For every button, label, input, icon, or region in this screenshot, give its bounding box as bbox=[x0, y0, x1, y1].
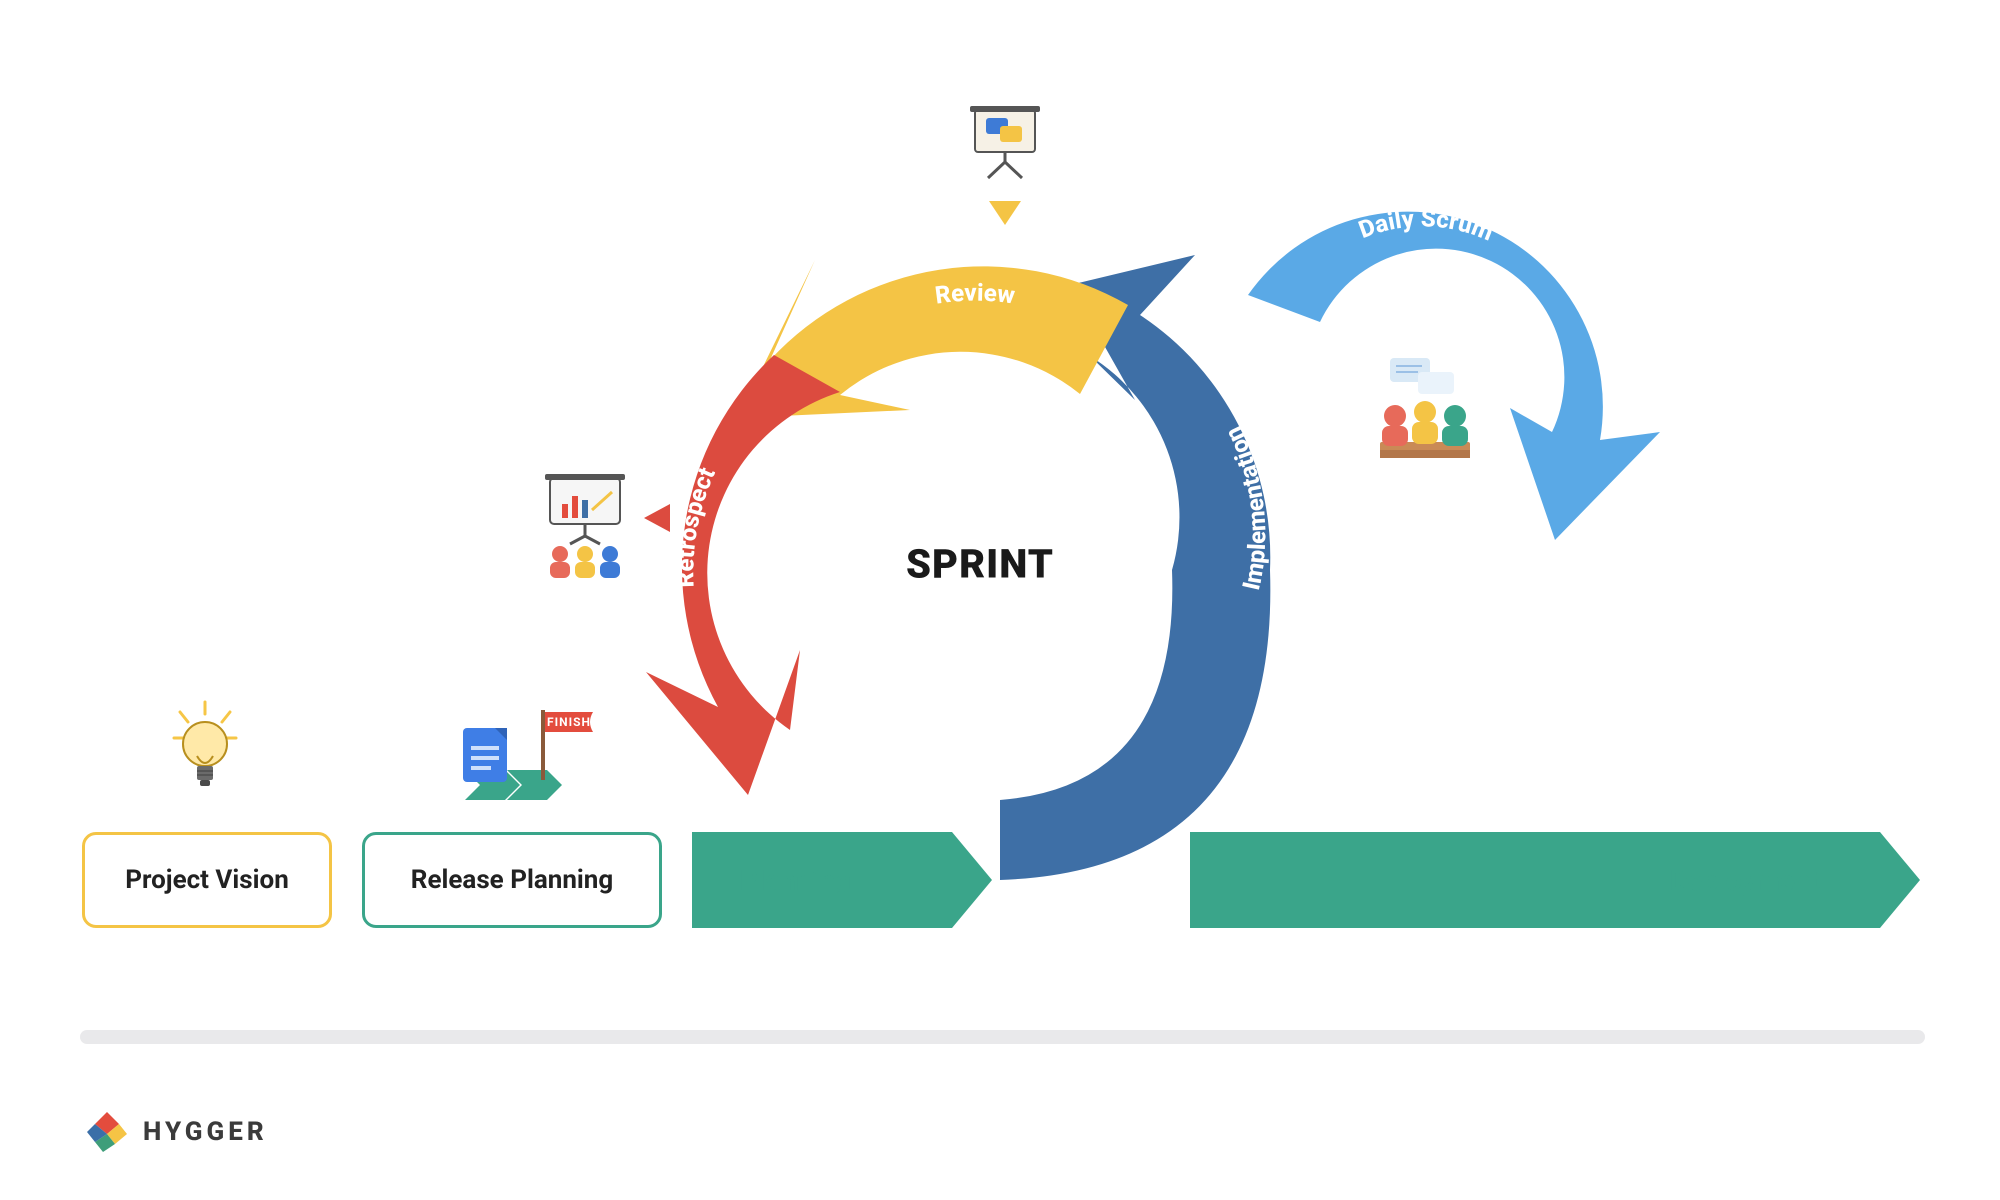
scrum-process-diagram: Retrospect Review Implementation Daily S… bbox=[0, 0, 2000, 1200]
review-easel-icon bbox=[960, 100, 1050, 200]
sprint-center-label: SPRINT bbox=[906, 541, 1054, 588]
finish-flag-text: FINISH bbox=[547, 715, 591, 729]
review-label: Review bbox=[933, 279, 1017, 310]
retrospect-pointer-icon bbox=[640, 498, 680, 538]
brand-name: HYGGER bbox=[143, 1117, 268, 1147]
retrospect-board-icon bbox=[530, 470, 640, 580]
finish-plan-icon: FINISH bbox=[445, 690, 605, 810]
deployment-label: Deployment bbox=[1669, 864, 1820, 897]
planning-label: Planning bbox=[740, 864, 851, 897]
project-vision-label: Project Vision bbox=[125, 865, 289, 895]
lightbulb-icon bbox=[170, 700, 240, 800]
hygger-logo-icon bbox=[85, 1110, 129, 1154]
timeline-bar bbox=[80, 1030, 1925, 1044]
release-planning-box: Release Planning bbox=[362, 832, 662, 928]
review-pointer-icon bbox=[985, 195, 1025, 229]
brand: HYGGER bbox=[85, 1110, 268, 1154]
daily-scrum-meeting-icon bbox=[1360, 350, 1490, 480]
project-vision-box: Project Vision bbox=[82, 832, 332, 928]
planning-arrow: Planning bbox=[692, 832, 952, 928]
deployment-arrow: Deployment bbox=[1190, 832, 1880, 928]
release-planning-label: Release Planning bbox=[411, 865, 613, 895]
